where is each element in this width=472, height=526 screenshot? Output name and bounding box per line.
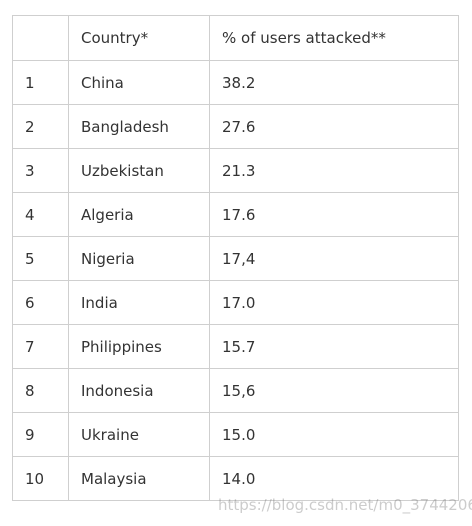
percent-cell: 14.0 — [209, 456, 459, 501]
header-percent: % of users attacked** — [209, 15, 459, 61]
table-row: 7 Philippines 15.7 — [12, 324, 459, 369]
table-row: 5 Nigeria 17,4 — [12, 236, 459, 281]
table-row: 6 India 17.0 — [12, 280, 459, 325]
percent-cell: 27.6 — [209, 104, 459, 149]
table-row: 4 Algeria 17.6 — [12, 192, 459, 237]
rank-cell: 1 — [12, 60, 69, 105]
rank-cell: 5 — [12, 236, 69, 281]
header-row: Country* % of users attacked** — [12, 15, 459, 61]
country-cell: Algeria — [68, 192, 210, 237]
rank-cell: 4 — [12, 192, 69, 237]
table-row: 8 Indonesia 15,6 — [12, 368, 459, 413]
rank-cell: 9 — [12, 412, 69, 457]
rank-cell: 3 — [12, 148, 69, 193]
country-cell: Philippines — [68, 324, 210, 369]
country-cell: Bangladesh — [68, 104, 210, 149]
percent-cell: 21.3 — [209, 148, 459, 193]
rank-cell: 6 — [12, 280, 69, 325]
percent-cell: 17.0 — [209, 280, 459, 325]
percent-cell: 15.7 — [209, 324, 459, 369]
percent-cell: 15.0 — [209, 412, 459, 457]
table-row: 9 Ukraine 15.0 — [12, 412, 459, 457]
rank-cell: 8 — [12, 368, 69, 413]
table-container: Country* % of users attacked** 1 China 3… — [12, 15, 459, 501]
percent-cell: 15,6 — [209, 368, 459, 413]
header-country: Country* — [68, 15, 210, 61]
country-cell: Nigeria — [68, 236, 210, 281]
percent-cell: 17.6 — [209, 192, 459, 237]
country-cell: Ukraine — [68, 412, 210, 457]
table-row: 10 Malaysia 14.0 — [12, 456, 459, 501]
attacked-users-table: Country* % of users attacked** 1 China 3… — [12, 15, 459, 501]
percent-cell: 38.2 — [209, 60, 459, 105]
table-row: 1 China 38.2 — [12, 60, 459, 105]
table-row: 2 Bangladesh 27.6 — [12, 104, 459, 149]
percent-cell: 17,4 — [209, 236, 459, 281]
country-cell: Malaysia — [68, 456, 210, 501]
rank-cell: 2 — [12, 104, 69, 149]
country-cell: India — [68, 280, 210, 325]
country-cell: Uzbekistan — [68, 148, 210, 193]
header-rank — [12, 15, 69, 61]
table-row: 3 Uzbekistan 21.3 — [12, 148, 459, 193]
rank-cell: 7 — [12, 324, 69, 369]
country-cell: Indonesia — [68, 368, 210, 413]
rank-cell: 10 — [12, 456, 69, 501]
country-cell: China — [68, 60, 210, 105]
